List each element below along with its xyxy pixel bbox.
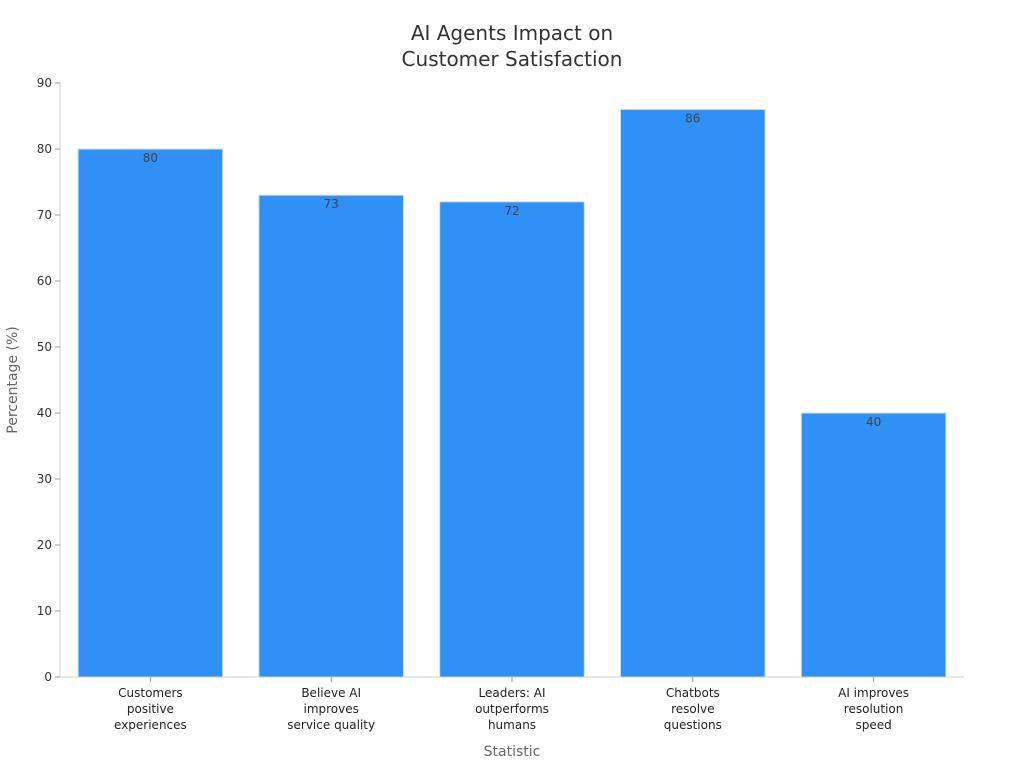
y-tick-label: 0 [44,670,52,684]
y-tick-label: 40 [37,406,52,420]
x-tick-label: Customers [118,686,183,700]
chart-title-line-2: Customer Satisfaction [402,47,623,71]
bar [800,412,947,678]
x-tick-label: experiences [114,718,187,732]
data-label: 40 [866,415,881,429]
x-tick-label: speed [855,718,891,732]
x-tick-label: resolve [671,702,714,716]
y-tick-label: 60 [37,274,52,288]
data-label: 72 [504,204,519,218]
x-tick-label: AI improves [838,686,909,700]
x-axis-title: Statistic [484,744,541,760]
bar [258,194,405,678]
data-label: 73 [324,197,339,211]
y-tick-label: 50 [37,340,52,354]
data-label: 86 [685,111,700,125]
x-tick-label: improves [304,702,359,716]
x-tick-label: outperforms [475,702,549,716]
x-tick-label: positive [127,702,174,716]
bar [619,108,766,678]
x-tick-label: humans [488,718,536,732]
x-tick-label: questions [664,718,722,732]
y-tick-label: 10 [37,604,52,618]
y-tick-label: 90 [37,76,52,90]
x-tick-label: Believe AI [301,686,361,700]
chart-title-line-1: AI Agents Impact on [411,21,613,45]
y-axis-title: Percentage (%) [5,326,21,433]
bar [439,201,585,678]
y-tick-label: 80 [37,142,52,156]
data-labels-group: 80 73 72 86 40 [143,111,881,429]
x-tick-label: Leaders: AI [478,686,545,700]
y-ticks-group: 0 10 20 30 40 50 60 70 80 90 [37,76,60,684]
x-tick-label: service quality [287,718,375,732]
y-tick-label: 70 [37,208,52,222]
bars-group [77,108,947,678]
y-tick-label: 30 [37,472,52,486]
x-tick-label: Chatbots [666,686,720,700]
x-ticks-group: Customers positive experiences Believe AI im… [114,677,909,732]
chart-title: AI Agents Impact on Customer Satisfactio… [402,21,623,71]
y-tick-label: 20 [37,538,52,552]
data-label: 80 [143,151,158,165]
bar [77,148,224,678]
x-tick-label: resolution [844,702,904,716]
